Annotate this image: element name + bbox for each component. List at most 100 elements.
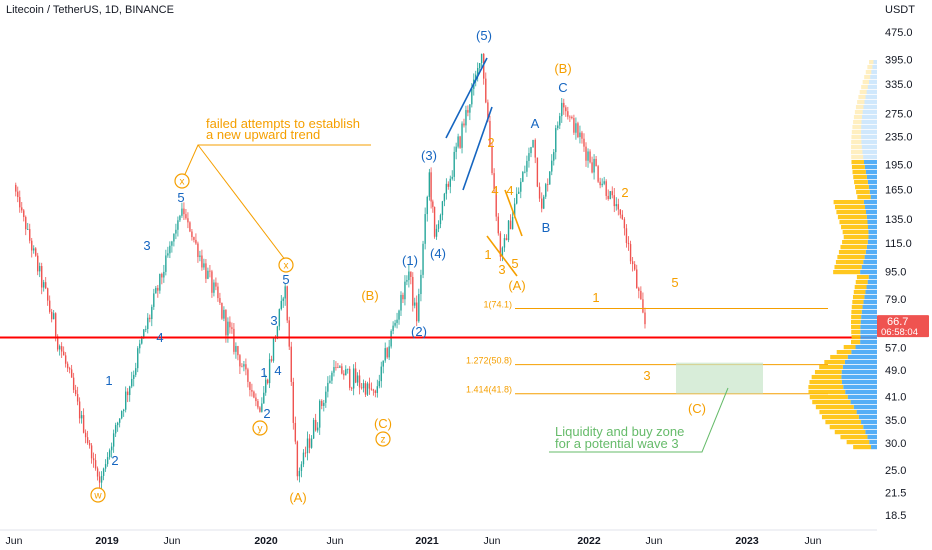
candle-body — [341, 366, 343, 374]
volume-bar-down — [852, 170, 866, 175]
y-tick-label: 41.0 — [885, 392, 906, 404]
volume-bar-down — [851, 145, 862, 150]
candle-body — [108, 450, 111, 458]
candle-body — [288, 320, 290, 347]
candle-body — [282, 298, 284, 301]
volume-bar-up — [869, 440, 877, 445]
candle-body — [339, 366, 341, 368]
candle-body — [432, 201, 434, 207]
volume-bar-down — [833, 270, 861, 275]
volume-bar-up — [861, 420, 877, 425]
wave-label-orange: (B) — [361, 288, 378, 303]
candle-body — [573, 118, 575, 133]
candle-body — [418, 294, 420, 322]
volume-bar-up — [856, 410, 877, 415]
candle-body — [541, 198, 543, 209]
candle-body — [304, 452, 307, 454]
volume-bar-down — [824, 360, 845, 365]
candle-body — [376, 386, 379, 393]
candle-body — [19, 197, 21, 208]
candle-body — [443, 193, 446, 202]
candle-body — [221, 302, 223, 319]
candle-body — [424, 214, 426, 244]
candle-body — [467, 110, 469, 113]
circled-label: z — [381, 435, 386, 446]
circled-label: x — [284, 261, 289, 272]
candle-body — [526, 160, 528, 172]
wave-label-orange: (A) — [508, 278, 525, 293]
volume-bar-up — [862, 305, 877, 310]
volume-bar-down — [853, 445, 872, 450]
candle-body — [278, 309, 281, 327]
wave-label-blue: 5 — [177, 190, 184, 205]
volume-bar-up — [861, 140, 877, 145]
axis-currency: USDT — [885, 4, 915, 16]
candle-body — [575, 123, 577, 133]
candle-body — [133, 374, 135, 379]
candle-body — [559, 116, 561, 126]
volume-bar-down — [859, 90, 867, 95]
volume-bar-up — [845, 390, 877, 395]
candle-body — [31, 240, 33, 251]
volume-bar-up — [867, 220, 877, 225]
candle-body — [380, 366, 382, 382]
volume-bar-down — [852, 295, 865, 300]
candle-body — [143, 329, 145, 338]
volume-bar-down — [815, 405, 854, 410]
candle-body — [349, 368, 351, 388]
volume-bar-up — [861, 120, 877, 125]
candle-body — [536, 157, 539, 187]
volume-bar-down — [812, 400, 851, 405]
candle-body — [276, 326, 279, 339]
candle-body — [308, 438, 311, 448]
candle-body — [266, 379, 269, 384]
candle-body — [549, 171, 551, 185]
volume-bar-down — [852, 125, 862, 130]
candle-body — [76, 394, 79, 402]
volume-bar-up — [860, 270, 877, 275]
candle-body — [513, 203, 516, 217]
volume-bar-up — [861, 135, 877, 140]
candle-body — [619, 209, 622, 215]
volume-bar-down — [821, 415, 859, 420]
candle-body — [205, 263, 207, 279]
candle-body — [265, 379, 267, 393]
volume-bar-up — [866, 175, 877, 180]
volume-bar-down — [830, 355, 848, 360]
circled-label: x — [180, 177, 185, 188]
buy-zone-text: Liquidity and buy zone — [555, 424, 684, 439]
candle-body — [386, 348, 388, 358]
volume-bar-up — [863, 105, 877, 110]
candle-body — [173, 233, 175, 242]
volume-bar-up — [861, 310, 877, 315]
volume-bar-down — [853, 120, 862, 125]
candle-body — [642, 299, 644, 313]
candle-body — [280, 300, 282, 310]
candle-body — [335, 367, 337, 368]
candle-body — [169, 245, 171, 254]
candle-body — [404, 281, 406, 300]
volume-bar-up — [867, 435, 877, 440]
candle-body — [396, 319, 398, 323]
volume-bar-up — [866, 90, 877, 95]
candle-body — [261, 403, 263, 412]
candle-body — [445, 183, 448, 194]
candle-body — [528, 153, 530, 161]
x-tick-label: 2023 — [735, 535, 759, 547]
volume-bar-down — [851, 165, 865, 170]
candle-body — [480, 53, 483, 64]
candle-body — [337, 367, 339, 369]
volume-bar-up — [868, 275, 877, 280]
wedge-line-lower — [462, 106, 493, 191]
volume-bar-down — [853, 290, 866, 295]
wave-label-orange: 2 — [621, 185, 628, 200]
candle-body — [557, 125, 559, 129]
candle-body — [227, 321, 229, 336]
volume-bar-up — [847, 395, 877, 400]
candle-body — [384, 348, 386, 361]
candle-body — [112, 433, 115, 447]
candle-body — [627, 242, 630, 245]
failed-attempts-text: failed attempts to establish — [206, 116, 360, 131]
volume-bar-down — [869, 60, 874, 65]
